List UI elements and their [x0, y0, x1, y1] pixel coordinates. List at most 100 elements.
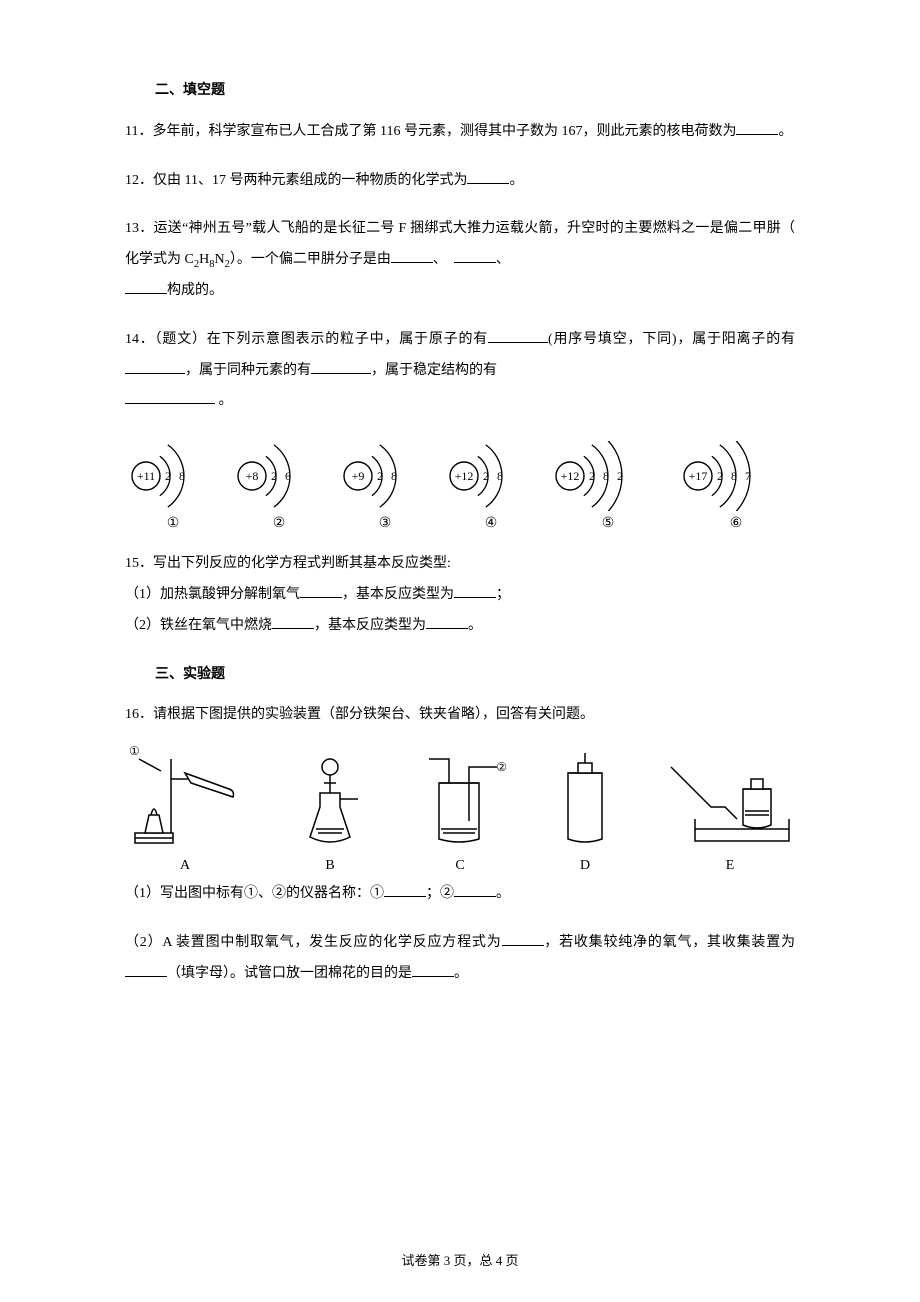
- svg-text:2: 2: [377, 469, 383, 483]
- svg-text:8: 8: [497, 469, 503, 483]
- apparatus-b: B: [290, 749, 370, 873]
- q16-1b: ；②: [426, 886, 454, 901]
- q16-blank-5: [412, 962, 454, 977]
- q14-b: (用序号填空，下同)，属于阳离子的有: [548, 332, 795, 347]
- apparatus-c: ② C: [415, 749, 505, 873]
- q15-blank-2: [454, 583, 496, 598]
- atom-diagram: +1128①: [129, 441, 217, 531]
- atom-icon: +12 282: [553, 441, 663, 511]
- question-13: 13．运送“神州五号”载人飞船的是长征二号 F 捆绑式大推力运载火箭，升空时的主…: [125, 214, 795, 306]
- q13-sep2: 、: [496, 252, 510, 267]
- q14-a: 14．（题文）在下列示意图表示的粒子中，属于原子的有: [125, 332, 488, 347]
- svg-text:2: 2: [165, 469, 171, 483]
- q14-blank-3: [311, 359, 371, 374]
- atom-diagram-row: +1128①+826②+928③+1228④+12282⑤+17287⑥: [125, 441, 795, 531]
- q15-2a: （2）铁丝在氧气中燃烧: [125, 618, 272, 633]
- apparatus-e-icon: [665, 749, 795, 849]
- q15-line2: （2）铁丝在氧气中燃烧 ，基本反应类型为 。: [125, 611, 795, 642]
- svg-text:6: 6: [285, 469, 291, 483]
- q14-blank-2: [125, 359, 185, 374]
- question-16-head: 16．请根据下图提供的实验装置（部分铁架台、铁夹省略），回答有关问题。: [125, 700, 795, 731]
- q15-1b: ，基本反应类型为: [342, 587, 454, 602]
- q15-1a: （1）加热氯酸钾分解制氧气: [125, 587, 300, 602]
- svg-text:2: 2: [589, 469, 595, 483]
- svg-text:+17: +17: [689, 469, 708, 483]
- q15-2c: 。: [468, 618, 482, 633]
- apparatus-c-icon: [415, 749, 505, 849]
- atom-label: ⑥: [730, 517, 743, 531]
- q11-blank: [736, 120, 778, 135]
- svg-text:+9: +9: [352, 469, 365, 483]
- q13-sep1: 、: [433, 252, 440, 267]
- apparatus-d-label: D: [580, 859, 590, 873]
- question-16-p2: （2）A 装置图中制取氧气，发生反应的化学反应方程式为，若收集较纯净的氧气，其收…: [125, 928, 795, 990]
- q14-d: ，属于稳定结构的有: [371, 363, 497, 378]
- q11-text-a: 11．多年前，科学家宣布已人工合成了第 116 号元素，测得其中子数为 167，…: [125, 124, 736, 139]
- svg-text:2: 2: [717, 469, 723, 483]
- svg-text:+12: +12: [561, 469, 580, 483]
- svg-text:+12: +12: [455, 469, 474, 483]
- apparatus-b-icon: [290, 749, 370, 849]
- svg-text:+8: +8: [246, 469, 259, 483]
- q13-blank-3: [125, 279, 167, 294]
- svg-text:2: 2: [483, 469, 489, 483]
- svg-text:+11: +11: [137, 469, 155, 483]
- svg-text:8: 8: [391, 469, 397, 483]
- q11-text-b: 。: [778, 124, 792, 139]
- apparatus-row: ① A: [125, 749, 795, 873]
- q13-tail: 构成的。: [167, 283, 223, 298]
- q16-2c: （填字母）。试管口放一团棉花的目的是: [167, 966, 412, 981]
- q13-blank-2: [454, 248, 496, 263]
- apparatus-b-label: B: [325, 859, 334, 873]
- apparatus-d: D: [550, 749, 620, 873]
- q15-head: 15．写出下列反应的化学方程式判断其基本反应类型:: [125, 549, 795, 580]
- q16-blank-4: [125, 962, 167, 977]
- apparatus-e-label: E: [726, 859, 735, 873]
- q16-blank-1: [384, 882, 426, 897]
- q12-text-b: 。: [509, 173, 523, 188]
- q14-blank-4: [125, 389, 215, 404]
- atom-icon: +9 28: [341, 441, 429, 511]
- atom-icon: +12 28: [447, 441, 535, 511]
- callout-1: ①: [129, 745, 140, 757]
- atom-icon: +17287: [681, 441, 791, 511]
- atom-label: ④: [485, 517, 498, 531]
- svg-text:2: 2: [271, 469, 277, 483]
- q16-2b: ，若收集较纯净的氧气，其收集装置为: [544, 935, 796, 950]
- q16-2d: 。: [454, 966, 468, 981]
- svg-text:8: 8: [603, 469, 609, 483]
- q14-e: 。: [215, 393, 233, 408]
- atom-diagram: +17287⑥: [681, 441, 791, 531]
- apparatus-a-icon: [125, 749, 245, 849]
- atom-label: ①: [167, 517, 180, 531]
- question-15: 15．写出下列反应的化学方程式判断其基本反应类型: （1）加热氯酸钾分解制氧气 ，…: [125, 549, 795, 641]
- atom-diagram: +826②: [235, 441, 323, 531]
- atom-icon: +1128: [129, 441, 217, 511]
- question-16-p1: （1）写出图中标有①、②的仪器名称：① ；② 。: [125, 879, 795, 910]
- q15-blank-1: [300, 583, 342, 598]
- q15-2b: ，基本反应类型为: [314, 618, 426, 633]
- atom-diagram: +928③: [341, 441, 429, 531]
- question-11: 11．多年前，科学家宣布已人工合成了第 116 号元素，测得其中子数为 167，…: [125, 117, 795, 148]
- apparatus-e: E: [665, 749, 795, 873]
- q15-blank-3: [272, 614, 314, 629]
- q14-blank-1: [488, 328, 548, 343]
- q16-1c: 。: [496, 886, 510, 901]
- question-12: 12．仅由 11、17 号两种元素组成的一种物质的化学式为 。: [125, 166, 795, 197]
- q12-blank: [467, 169, 509, 184]
- q12-text-a: 12．仅由 11、17 号两种元素组成的一种物质的化学式为: [125, 173, 467, 188]
- atom-icon: +8 26: [235, 441, 323, 511]
- callout-2: ②: [496, 761, 507, 773]
- q16-1a: （1）写出图中标有①、②的仪器名称：①: [125, 886, 384, 901]
- q13-d: ）。一个偏二甲肼分子是由: [230, 252, 391, 267]
- exam-page: 二、填空题 11．多年前，科学家宣布已人工合成了第 116 号元素，测得其中子数…: [0, 0, 920, 1302]
- atom-diagram: +12282⑤: [553, 441, 663, 531]
- q13-b: H: [199, 252, 209, 267]
- q16-blank-3: [502, 931, 544, 946]
- section-title-exp: 三、实验题: [155, 660, 795, 691]
- svg-text:2: 2: [617, 469, 623, 483]
- q15-line1: （1）加热氯酸钾分解制氧气，基本反应类型为；: [125, 580, 795, 611]
- apparatus-d-icon: [550, 749, 620, 849]
- q16-blank-2: [454, 882, 496, 897]
- question-14: 14．（题文）在下列示意图表示的粒子中，属于原子的有 (用序号填空，下同)，属于阳…: [125, 325, 795, 417]
